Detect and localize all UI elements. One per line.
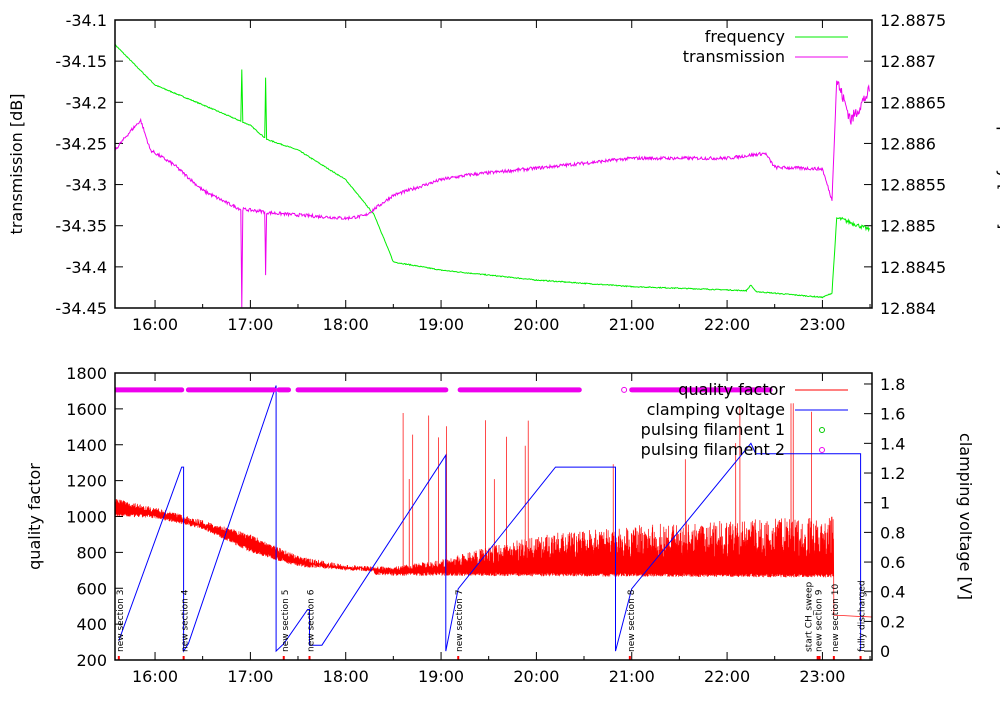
x-tick-label: 17:00 [227,315,273,334]
plot-frame [114,19,873,309]
annotation-label: fully discharged [858,580,868,652]
series-clamping-voltage [118,385,862,653]
y2-axis-label: frequency [GHz] [996,99,1000,230]
y2-tick-label: 1 [880,494,890,513]
annotation-label: new section 4 [181,589,191,652]
y-tick-label: 1600 [66,400,107,419]
plot-frame [114,372,873,661]
x-tick-label: 16:00 [132,315,178,334]
x-tick-label: 23:00 [799,667,845,686]
x-tick-label: 18:00 [323,667,369,686]
y-tick-label: -34.35 [55,217,107,236]
annotation-label: new section 8 [627,589,637,652]
y2-tick-label: 12.884 [880,299,936,318]
y2-tick-label: 12.8865 [880,93,946,112]
y-tick-label: -34.45 [55,299,107,318]
pulse-marker [621,386,628,393]
legend-label: transmission [683,47,785,66]
y-tick-label: 200 [76,651,107,670]
y2-tick-label: 1.8 [880,375,905,394]
x-tick-label: 21:00 [609,667,655,686]
x-tick-label: 18:00 [323,315,369,334]
y2-tick-label: 0.8 [880,523,905,542]
annotation-label: new section 10 [831,584,841,652]
y-axis-label: transmission [dB] [7,94,26,235]
x-tick-label: 22:00 [704,315,750,334]
x-tick-label: 20:00 [513,315,559,334]
y-axis-label: quality factor [25,463,44,570]
y-tick-label: 600 [76,579,107,598]
panel-0 [114,19,873,309]
x-tick-label: 23:00 [799,315,845,334]
y2-tick-label: 0.4 [880,583,905,602]
x-tick-label: 19:00 [418,667,464,686]
panel-1 [114,372,873,661]
y2-axis-label: clamping voltage [V] [956,433,975,600]
annotation-label: start CH_sweep [805,582,815,652]
legend-marker [819,447,825,453]
y2-tick-label: 0.6 [880,553,905,572]
y-tick-label: -34.25 [55,134,107,153]
series-transmission [115,80,870,308]
y-tick-label: 1800 [66,364,107,383]
y-tick-label: 800 [76,543,107,562]
y2-tick-label: 1.2 [880,464,905,483]
y2-tick-label: 1.4 [880,434,905,453]
series-quality-factor [115,403,872,618]
y-tick-label: 1400 [66,436,107,455]
annotation-label: new section 9 [815,589,825,652]
legend-label: clamping voltage [647,400,785,419]
x-tick-label: 17:00 [227,667,273,686]
y2-tick-label: 1.6 [880,405,905,424]
y2-tick-label: 12.887 [880,52,936,71]
legend-marker [819,427,825,433]
x-tick-label: 16:00 [132,667,178,686]
x-tick-label: 20:00 [513,667,559,686]
x-tick-label: 19:00 [418,315,464,334]
y-tick-label: -34.4 [66,258,107,277]
y2-tick-label: 12.8845 [880,258,946,277]
annotation-label: new section 6 [306,589,316,652]
y-tick-label: -34.3 [66,176,107,195]
annotation-label: new section 5 [281,590,291,652]
y-tick-label: -34.15 [55,52,107,71]
legend-label: pulsing filament 1 [641,420,785,439]
x-tick-label: 22:00 [704,667,750,686]
y-tick-label: 1200 [66,472,107,491]
y-tick-label: 1000 [66,508,107,527]
legend-label: frequency [705,27,785,46]
annotation-label: new section 7 [455,590,465,652]
y-tick-label: 400 [76,615,107,634]
legend-label: quality factor [678,380,785,399]
y2-tick-label: 12.885 [880,217,936,236]
y2-tick-label: 12.8855 [880,176,946,195]
series-frequency [115,44,870,299]
plot-area [115,385,872,653]
legend-label: pulsing filament 2 [641,440,785,459]
y-tick-label: -34.2 [66,93,107,112]
y2-tick-label: 12.8875 [880,11,946,30]
x-tick-label: 21:00 [609,315,655,334]
y2-tick-label: 0 [880,642,890,661]
y2-tick-label: 12.886 [880,134,936,153]
plot-area [115,44,870,308]
y-tick-label: -34.1 [66,11,107,30]
annotation-label: new section 3 [116,590,126,652]
y2-tick-label: 0.2 [880,612,905,631]
